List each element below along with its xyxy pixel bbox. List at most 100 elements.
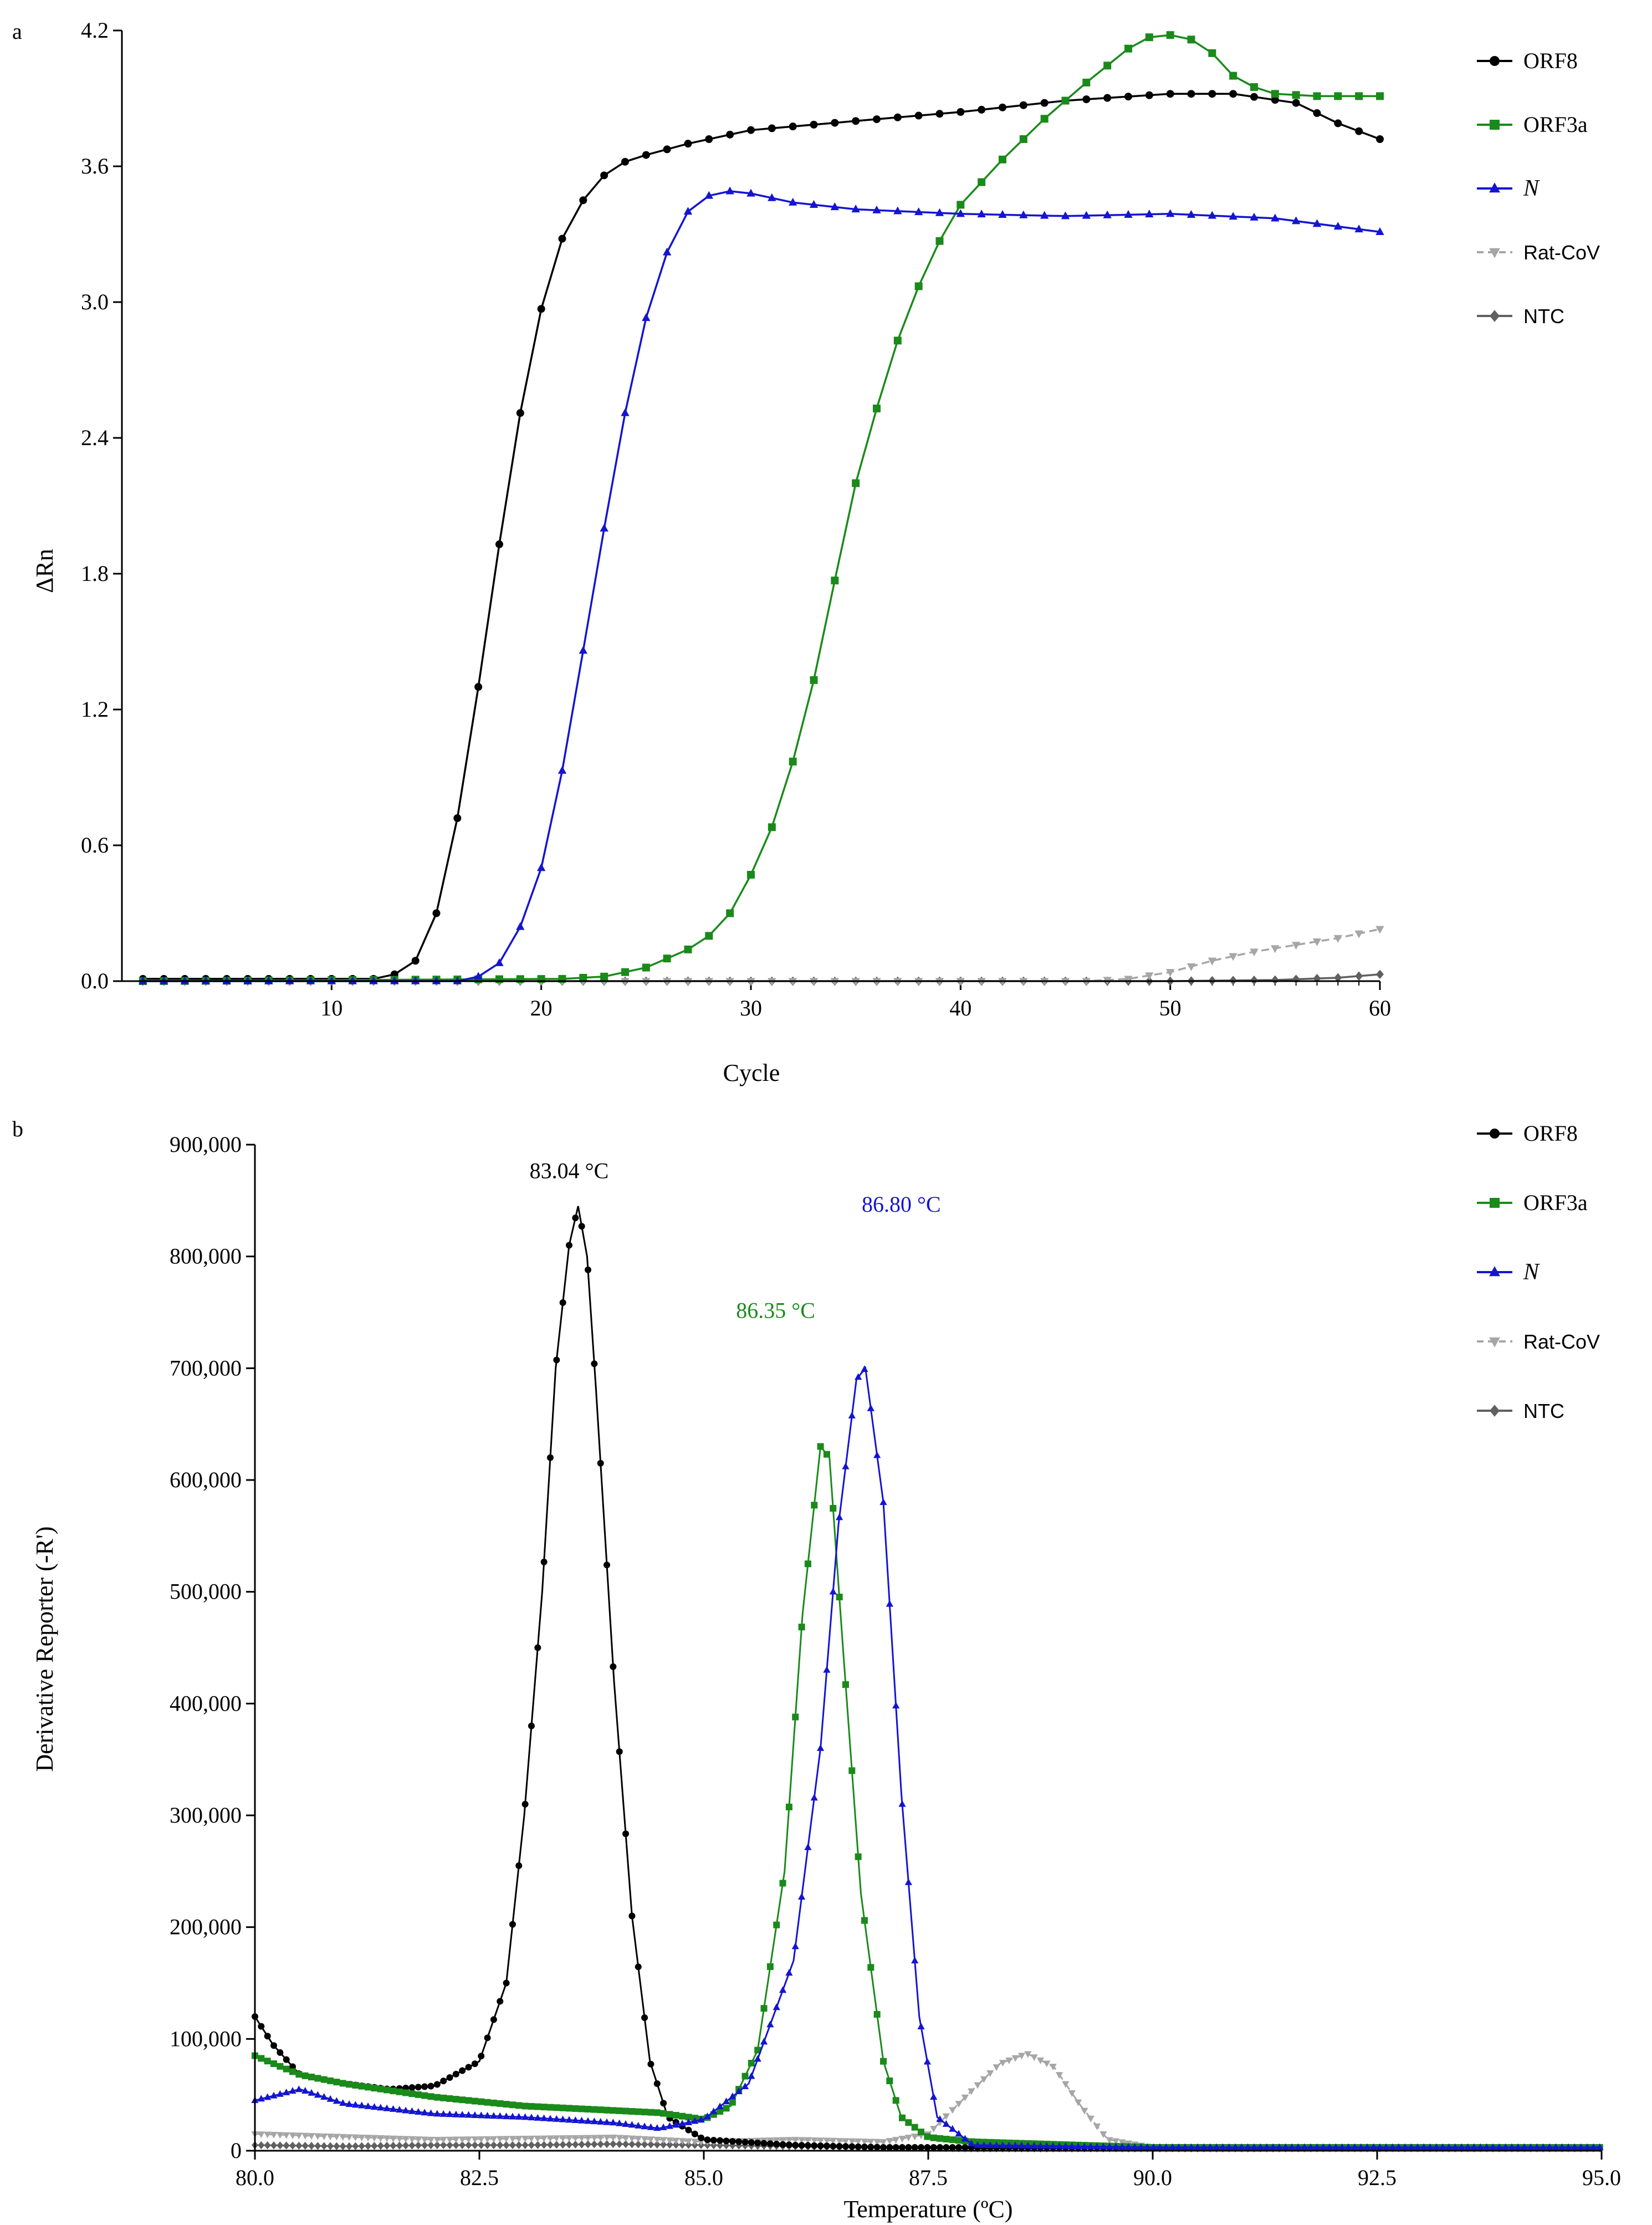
data-point-orf8 bbox=[597, 1459, 604, 1467]
data-point-n bbox=[1332, 2143, 1340, 2150]
data-point-n bbox=[1294, 2143, 1302, 2150]
data-point-rat-cov bbox=[521, 2135, 529, 2142]
data-point-n bbox=[1369, 2143, 1378, 2150]
peak-annotation: 86.35 °C bbox=[736, 1298, 815, 1323]
data-point-orf3a bbox=[766, 1963, 774, 1970]
data-point-orf8 bbox=[705, 135, 713, 143]
data-point-n bbox=[662, 247, 672, 256]
data-point-n bbox=[301, 2087, 309, 2094]
chart-a-x-tick-label: 50 bbox=[1159, 996, 1182, 1020]
data-point-orf3a bbox=[760, 2005, 768, 2012]
data-point-orf3a bbox=[320, 2076, 328, 2083]
chart-a-y-tick-label: 3.0 bbox=[81, 289, 109, 314]
data-point-orf3a bbox=[899, 2114, 906, 2121]
chart-a-y-tick-label: 0.6 bbox=[81, 833, 109, 858]
data-point-n bbox=[264, 2093, 272, 2100]
data-point-orf8 bbox=[642, 151, 650, 159]
data-point-orf3a bbox=[579, 973, 587, 982]
data-point-orf8 bbox=[495, 540, 503, 548]
series-ntc bbox=[139, 969, 1384, 986]
data-point-n bbox=[653, 2124, 661, 2131]
data-point-n bbox=[1188, 2143, 1195, 2150]
data-point-n bbox=[735, 2087, 743, 2094]
data-point-rat-cov bbox=[1112, 2138, 1120, 2145]
chart-a-y-tick-label: 1.2 bbox=[81, 697, 109, 722]
data-point-rat-cov bbox=[578, 2135, 586, 2142]
legend-label-orf3a: ORF3a bbox=[1523, 112, 1588, 137]
data-point-n bbox=[785, 1969, 793, 1976]
data-point-rat-cov bbox=[1145, 972, 1154, 981]
data-point-n bbox=[622, 2120, 630, 2127]
legend-item-rat-cov: Rat-CoV bbox=[1477, 1330, 1600, 1353]
data-point-rat-cov bbox=[773, 2137, 780, 2144]
data-point-rat-cov bbox=[408, 2136, 416, 2143]
data-point-n bbox=[1074, 2142, 1082, 2150]
data-point-n bbox=[1256, 2143, 1264, 2150]
data-point-n bbox=[892, 1702, 900, 1709]
data-point-orf8 bbox=[515, 1862, 523, 1869]
data-point-rat-cov bbox=[641, 2136, 648, 2143]
legend-label-orf8: ORF8 bbox=[1523, 1121, 1578, 1146]
legend-item-rat-cov: Rat-CoV bbox=[1477, 241, 1600, 264]
data-point-ntc bbox=[365, 2142, 372, 2150]
data-point-ntc bbox=[433, 2141, 441, 2150]
data-point-rat-cov bbox=[389, 2135, 397, 2142]
data-point-n bbox=[427, 2109, 435, 2116]
data-point-n bbox=[358, 2101, 366, 2109]
data-point-ntc bbox=[647, 2140, 654, 2149]
data-point-orf3a bbox=[773, 1921, 780, 1928]
data-point-rat-cov bbox=[1229, 953, 1237, 961]
data-point-n bbox=[949, 2125, 957, 2132]
data-point-rat-cov bbox=[540, 2135, 548, 2142]
data-point-ntc bbox=[540, 2141, 548, 2149]
data-point-orf3a bbox=[1229, 72, 1237, 80]
data-point-n bbox=[1005, 2141, 1013, 2149]
data-point-orf8 bbox=[258, 2023, 265, 2030]
legend-label-rat-cov: Rat-CoV bbox=[1523, 241, 1600, 264]
chart-b-y-tick-label: 700,000 bbox=[170, 1355, 242, 1380]
data-point-n bbox=[746, 188, 755, 197]
data-point-orf8 bbox=[1103, 94, 1112, 102]
data-point-n bbox=[452, 2110, 460, 2117]
data-point-n bbox=[1558, 2143, 1566, 2150]
data-point-ntc bbox=[622, 2140, 630, 2149]
data-point-orf8 bbox=[792, 2141, 799, 2149]
data-point-ntc bbox=[603, 2140, 611, 2149]
data-point-ntc bbox=[478, 2141, 485, 2150]
data-point-orf8 bbox=[585, 1266, 592, 1273]
data-point-n bbox=[1275, 2143, 1283, 2150]
data-point-orf3a bbox=[785, 1803, 792, 1810]
data-point-n bbox=[1019, 210, 1028, 218]
data-point-n bbox=[383, 2104, 391, 2111]
data-point-rat-cov bbox=[314, 2133, 321, 2140]
data-point-orf3a bbox=[553, 2104, 560, 2111]
data-point-rat-cov bbox=[628, 2135, 636, 2142]
data-point-rat-cov bbox=[886, 2138, 893, 2145]
data-point-n bbox=[1118, 2143, 1126, 2150]
data-point-ntc bbox=[402, 2141, 410, 2150]
data-point-rat-cov bbox=[264, 2131, 272, 2139]
data-point-n bbox=[1081, 2142, 1088, 2150]
data-point-rat-cov bbox=[308, 2133, 315, 2140]
data-point-orf3a bbox=[314, 2075, 321, 2082]
data-point-rat-cov bbox=[603, 2135, 611, 2142]
data-point-orf8 bbox=[685, 2126, 692, 2134]
data-point-orf3a bbox=[1103, 62, 1112, 70]
data-point-rat-cov bbox=[1043, 2060, 1051, 2068]
data-point-rat-cov bbox=[1375, 926, 1384, 934]
chart-a-x-tick-label: 10 bbox=[320, 996, 342, 1020]
data-point-orf3a bbox=[371, 2084, 378, 2091]
data-point-n bbox=[830, 202, 840, 211]
data-point-orf3a bbox=[943, 2136, 950, 2143]
data-point-n bbox=[389, 2105, 397, 2112]
data-point-orf8 bbox=[453, 814, 462, 822]
data-point-n bbox=[490, 2112, 498, 2119]
chart-b-x-tick-label: 90.0 bbox=[1133, 2165, 1172, 2190]
data-point-orf3a bbox=[628, 2108, 636, 2115]
data-point-n bbox=[697, 2116, 705, 2123]
data-point-orf3a bbox=[811, 1502, 818, 1509]
data-point-rat-cov bbox=[791, 2137, 799, 2144]
series-rat-cov bbox=[139, 926, 1384, 986]
data-point-n bbox=[914, 207, 923, 216]
data-point-n bbox=[1395, 2143, 1403, 2150]
